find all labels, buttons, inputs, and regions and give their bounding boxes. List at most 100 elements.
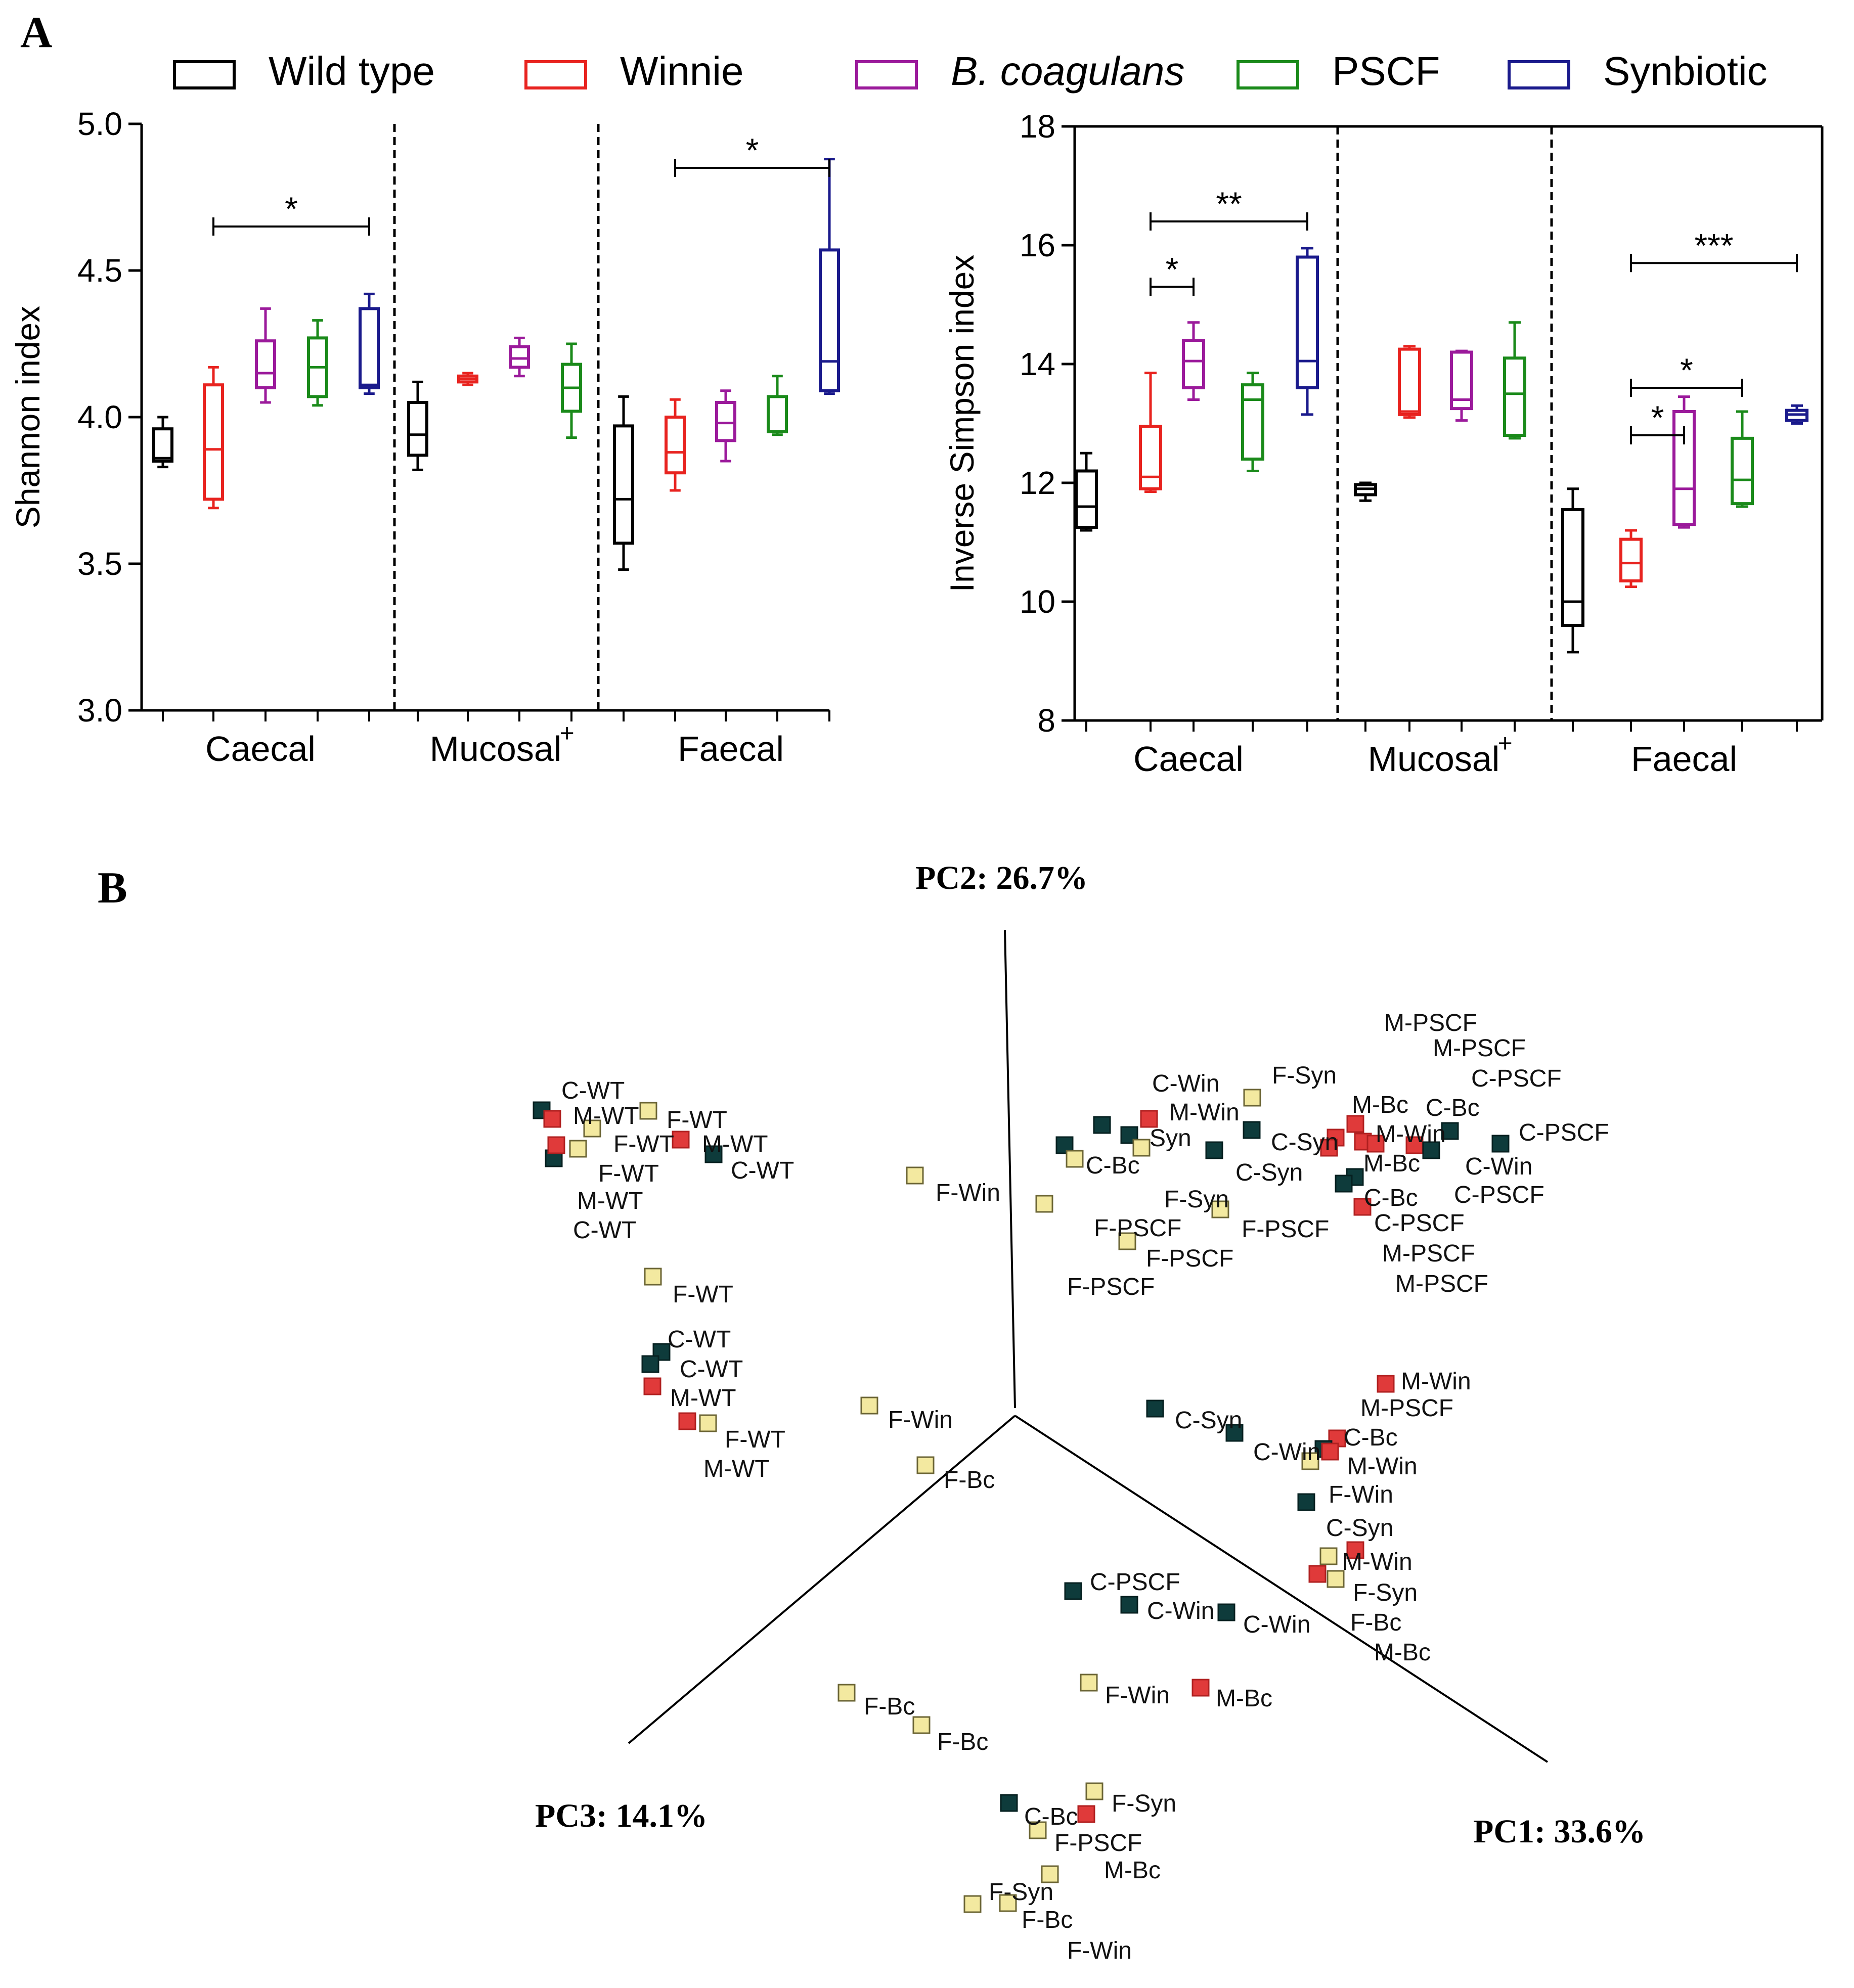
box <box>359 307 380 390</box>
box <box>509 345 530 369</box>
pcoa-point-label: M-PSCF <box>1433 1035 1526 1062</box>
pcoa-point-label: M-WT <box>573 1103 639 1129</box>
pcoa-point-f <box>1132 1139 1151 1157</box>
pcoa-point-label: C-Win <box>1243 1611 1310 1638</box>
pcoa-point-label: M-Bc <box>1352 1092 1408 1118</box>
pcoa-point-m <box>1308 1565 1327 1583</box>
pcoa-point-m <box>543 1110 561 1128</box>
pcoa-point-f <box>639 1102 657 1120</box>
pcoa-point-label: F-PSCF <box>1054 1830 1142 1857</box>
box <box>1296 255 1319 389</box>
pcoa-point-label: F-Syn <box>989 1879 1053 1906</box>
group-label-superscript: + <box>1498 729 1513 757</box>
pcoa-point-label: M-WT <box>702 1131 768 1158</box>
pcoa-point-label: C-WT <box>680 1356 743 1383</box>
pcoa-point-m <box>1191 1679 1210 1697</box>
pcoa-point-m <box>1321 1442 1339 1461</box>
box <box>152 427 173 463</box>
y-tick-label: 5.0 <box>77 106 122 142</box>
box <box>1139 425 1162 490</box>
group-label: Mucosal <box>1368 739 1500 779</box>
legend: Wild type Winnie B. coagulans PSCF Synbiotic <box>173 49 1768 94</box>
pcoa-point-f <box>999 1894 1017 1912</box>
box <box>1672 410 1696 526</box>
pcoa-point-label: F-Bc <box>864 1693 915 1720</box>
pcoa-point-label: C-Syn <box>1271 1129 1338 1156</box>
pcoa-point-label: C-Bc <box>1364 1185 1418 1211</box>
pcoa-point-c <box>1120 1596 1138 1614</box>
pcoa-point-c <box>1093 1116 1111 1134</box>
box <box>1398 347 1421 416</box>
pcoa-point-m <box>643 1377 661 1395</box>
pcoa-point-m <box>678 1412 696 1430</box>
pcoa-point-label: C-PSCF <box>1090 1569 1180 1596</box>
pcoa-point-c <box>1064 1582 1082 1600</box>
pc3-axis-line <box>628 1415 1016 1744</box>
box <box>203 383 224 501</box>
pcoa-point-label: F-PSCF <box>1094 1215 1181 1242</box>
box <box>1182 339 1205 389</box>
pcoa-point-label: M-PSCF <box>1395 1271 1488 1297</box>
pcoa-point-f <box>1327 1570 1345 1588</box>
pcoa-point-label: F-Syn <box>1164 1186 1229 1213</box>
pcoa-point-label: C-Win <box>1147 1598 1214 1624</box>
group-label: Faecal <box>1631 739 1737 779</box>
y-tick-label: 12 <box>1020 465 1055 501</box>
pcoa-point-m <box>547 1136 565 1154</box>
box <box>1619 537 1643 582</box>
pcoa-point-f <box>912 1716 931 1734</box>
legend-swatch-3 <box>1237 60 1299 89</box>
legend-label-2: B. coagulans <box>951 49 1185 94</box>
group-label-superscript: + <box>560 719 575 747</box>
pcoa-labels: C-WTM-WT F-WTF-WT M-WTF-WT C-WTM-WTC-WTF-WT… <box>561 1010 1609 1964</box>
pcoa-point-f <box>860 1396 878 1415</box>
pcoa-point-f <box>1080 1674 1098 1692</box>
pcoa-point-f <box>916 1456 935 1474</box>
pcoa-point-m <box>1077 1805 1095 1823</box>
pcoa-point-f <box>1029 1821 1047 1839</box>
box <box>1241 383 1264 461</box>
pcoa-point-f <box>1035 1195 1053 1213</box>
pcoa-point-c <box>1441 1122 1459 1140</box>
y-tick-label: 18 <box>1020 108 1055 145</box>
pcoa-point-label: M-PSCF <box>1360 1395 1453 1422</box>
pcoa-point-f <box>1066 1150 1084 1168</box>
pcoa-point-label: C-Win <box>1253 1439 1320 1466</box>
pcoa-point-f <box>644 1268 662 1286</box>
group-label: Faecal <box>678 729 784 769</box>
pcoa-point-m <box>1320 1139 1338 1157</box>
pcoa-point-label: C-Bc <box>1024 1803 1078 1830</box>
pcoa-point-m <box>672 1131 690 1149</box>
pcoa-point-f <box>1041 1865 1059 1883</box>
pcoa-point-label: C-PSCF <box>1471 1065 1562 1092</box>
pc1-axis-line <box>1014 1415 1549 1763</box>
pcoa-point-m <box>1346 1541 1364 1559</box>
pcoa-point-label: M-Bc <box>1363 1150 1420 1177</box>
pcoa-point-label: F-WT <box>598 1160 659 1187</box>
significance-label: * <box>1680 351 1693 389</box>
pcoa-point-label: F-PSCF <box>1067 1274 1155 1300</box>
pcoa-point-label: F-WT <box>613 1131 674 1158</box>
box <box>819 248 840 392</box>
pcoa-point-c <box>1146 1399 1164 1418</box>
y-axis-label: Shannon index <box>9 306 47 528</box>
pcoa-point-m <box>1366 1135 1385 1153</box>
pcoa-point-label: F-Syn <box>1353 1579 1418 1606</box>
pcoa-point-label: F-Bc <box>1022 1907 1073 1933</box>
pcoa-point-c <box>1217 1603 1235 1621</box>
significance-label: * <box>1166 250 1179 288</box>
pcoa-point-label: M-Win <box>1169 1099 1240 1126</box>
pcoa-point-label: C-WT <box>561 1077 625 1104</box>
group-label: Mucosal <box>430 729 562 769</box>
pcoa-point-label: M-Win <box>1347 1453 1418 1480</box>
y-tick-label: 3.0 <box>77 692 122 729</box>
pcoa-point-m <box>1353 1198 1372 1216</box>
legend-label-3: PSCF <box>1332 49 1440 94</box>
significance-label: * <box>285 190 298 228</box>
pcoa-point-label: C-Win <box>1465 1153 1532 1180</box>
pcoa-point-c <box>704 1145 723 1163</box>
y-tick-label: 14 <box>1020 346 1055 382</box>
pcoa-point-label: M-Bc <box>1374 1639 1431 1666</box>
pcoa-point-label: M-PSCF <box>1382 1240 1475 1267</box>
